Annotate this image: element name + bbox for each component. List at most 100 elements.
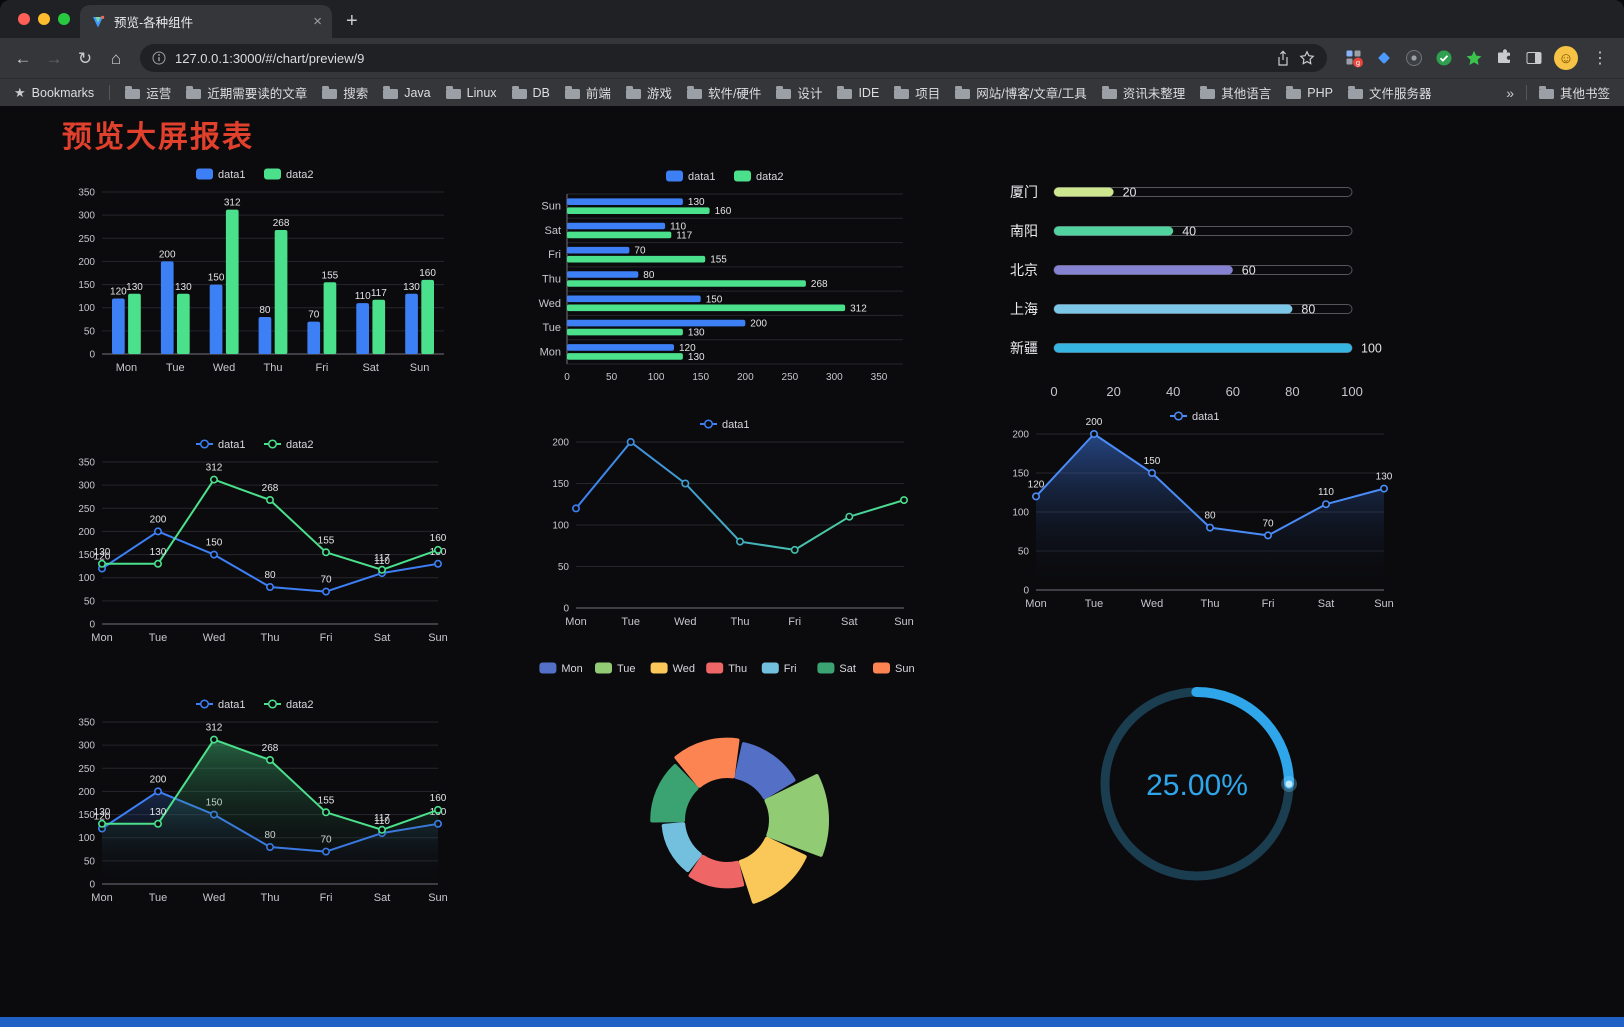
tab-close-icon[interactable]: × bbox=[313, 13, 322, 30]
bookmark-folder-item[interactable]: 近期需要读的文章 bbox=[186, 83, 307, 102]
svg-text:50: 50 bbox=[606, 372, 618, 383]
svg-text:350: 350 bbox=[871, 372, 888, 383]
bookmark-folder-item[interactable]: IDE bbox=[837, 85, 879, 100]
svg-text:Wed: Wed bbox=[539, 298, 561, 310]
bookmark-folder-item[interactable]: 前端 bbox=[564, 83, 611, 102]
bookmark-folder-item[interactable]: 软件/硬件 bbox=[686, 83, 762, 102]
svg-text:0: 0 bbox=[89, 620, 95, 631]
svg-text:0: 0 bbox=[563, 604, 569, 615]
bookmarks-root-item[interactable]: ★ Bookmarks bbox=[14, 85, 94, 101]
svg-text:70: 70 bbox=[308, 310, 320, 321]
svg-text:100: 100 bbox=[1341, 384, 1363, 399]
bookmark-folder-item[interactable]: Java bbox=[383, 85, 431, 100]
chart-progress-bars[interactable]: 厦门 20 南阳 40 北京 60 上海 80 新疆 100 0 20 40 60 80 100 bbox=[962, 160, 1432, 404]
back-icon[interactable]: ← bbox=[14, 48, 32, 68]
bookmark-folder-item[interactable]: PHP bbox=[1286, 85, 1333, 100]
window-zoom-button[interactable] bbox=[58, 13, 70, 25]
svg-text:50: 50 bbox=[84, 596, 96, 607]
extension-green-circle-icon[interactable] bbox=[1434, 48, 1454, 68]
bookmark-folder-label: Linux bbox=[466, 85, 497, 100]
chart-area-line[interactable]: data1 0 50 100 150 200 Mon Tue Wed Thu Fri Sat Sun 12… bbox=[962, 404, 1432, 656]
svg-text:160: 160 bbox=[430, 533, 447, 544]
bookmark-folder-item[interactable]: 游戏 bbox=[625, 83, 672, 102]
folder-icon bbox=[686, 85, 702, 99]
svg-text:0: 0 bbox=[1050, 384, 1057, 399]
chart-rose-pie[interactable]: Mon Tue Wed Thu Fri Sat Sun bbox=[492, 656, 962, 956]
bookmark-folder-item[interactable]: 网站/博客/文章/工具 bbox=[955, 83, 1087, 102]
bookmark-folder-item[interactable]: 项目 bbox=[894, 83, 940, 102]
other-bookmarks-item[interactable]: 其他书签 bbox=[1538, 83, 1610, 102]
svg-text:117: 117 bbox=[374, 553, 390, 564]
svg-text:20: 20 bbox=[1123, 186, 1137, 200]
tab-strip: 预览-各种组件 × + bbox=[0, 0, 1624, 38]
window-close-button[interactable] bbox=[18, 13, 30, 25]
svg-text:40: 40 bbox=[1182, 225, 1196, 239]
svg-text:Thu: Thu bbox=[542, 274, 561, 286]
chart-gauge[interactable]: 25.00% bbox=[962, 656, 1432, 956]
bookmark-folder-item[interactable]: 文件服务器 bbox=[1347, 83, 1431, 102]
extension-dark-circle-icon[interactable] bbox=[1404, 48, 1424, 68]
extension-diamond-icon[interactable] bbox=[1374, 48, 1394, 68]
chart-horizontal-bar[interactable]: data1 data2 0 50 100 150 200 250 300 350 Mon 120 130… bbox=[492, 160, 962, 404]
svg-text:150: 150 bbox=[78, 280, 95, 291]
bookmark-folder-item[interactable]: 设计 bbox=[776, 83, 822, 102]
svg-text:厦门: 厦门 bbox=[1010, 184, 1038, 200]
svg-text:120: 120 bbox=[679, 343, 696, 354]
bookmark-folder-label: 软件/硬件 bbox=[707, 87, 762, 101]
bookmark-folder-item[interactable]: Linux bbox=[445, 85, 497, 100]
window-minimize-button[interactable] bbox=[38, 13, 50, 25]
area-line-svg: data1 0 50 100 150 200 Mon Tue Wed Thu Fri Sat Sun 12… bbox=[1012, 411, 1393, 610]
bookmarks-separator-2 bbox=[1525, 85, 1527, 100]
profile-avatar[interactable]: ☺ bbox=[1554, 46, 1578, 70]
svg-text:268: 268 bbox=[273, 218, 290, 229]
svg-text:Tue: Tue bbox=[621, 616, 640, 628]
bookmarks-overflow-icon[interactable]: » bbox=[1506, 84, 1514, 101]
svg-text:155: 155 bbox=[318, 535, 335, 546]
browser-menu-icon[interactable]: ⋮ bbox=[1592, 50, 1608, 67]
chart-dual-line[interactable]: data1 data2 0 50 100 150 200 250 300 350 Mon Tue Wed… bbox=[22, 404, 492, 656]
bookmark-folder-label: 网站/博客/文章/工具 bbox=[976, 87, 1087, 101]
svg-text:Fri: Fri bbox=[320, 892, 333, 904]
side-panel-icon[interactable] bbox=[1524, 48, 1544, 68]
forward-icon[interactable]: → bbox=[45, 48, 63, 68]
address-bar[interactable]: 127.0.0.1:3000/#/chart/preview/9 bbox=[140, 44, 1327, 72]
svg-text:150: 150 bbox=[1144, 456, 1161, 467]
new-tab-button[interactable]: + bbox=[346, 10, 358, 32]
svg-text:0: 0 bbox=[89, 350, 95, 361]
svg-text:130: 130 bbox=[150, 807, 167, 818]
bookmark-folder-item[interactable]: 运营 bbox=[125, 83, 171, 102]
bookmark-folder-item[interactable]: DB bbox=[511, 85, 550, 100]
bookmark-star-icon[interactable] bbox=[1299, 50, 1315, 66]
svg-text:Wed: Wed bbox=[1141, 598, 1163, 610]
home-icon[interactable]: ⌂ bbox=[110, 48, 122, 68]
extension-grid-icon[interactable]: g bbox=[1344, 48, 1364, 68]
extensions-puzzle-icon[interactable] bbox=[1494, 48, 1514, 68]
share-icon[interactable] bbox=[1276, 50, 1290, 67]
extension-star-icon[interactable] bbox=[1464, 48, 1484, 68]
site-info-icon[interactable] bbox=[152, 51, 166, 65]
svg-text:70: 70 bbox=[1262, 518, 1274, 529]
browser-tab[interactable]: 预览-各种组件 × bbox=[80, 5, 332, 38]
chart-gradient-line[interactable]: data1 0 50 100 150 200 Mon Tue Wed Thu Fri Sat Sun bbox=[492, 404, 962, 656]
reload-icon[interactable]: ↻ bbox=[77, 48, 93, 68]
svg-text:150: 150 bbox=[206, 538, 223, 549]
bookmark-folder-item[interactable]: 资讯未整理 bbox=[1101, 83, 1185, 102]
chart-dual-area-line[interactable]: data1 data2 0 50 100 150 200 250 300 350 Mon Tue Wed… bbox=[22, 656, 492, 956]
svg-text:300: 300 bbox=[78, 741, 95, 752]
folder-icon bbox=[955, 85, 971, 99]
svg-text:Sun: Sun bbox=[541, 201, 561, 213]
svg-text:Sun: Sun bbox=[895, 663, 915, 675]
bookmark-folder-label: 前端 bbox=[585, 87, 611, 101]
svg-text:200: 200 bbox=[78, 527, 95, 538]
svg-text:80: 80 bbox=[1204, 511, 1216, 522]
svg-text:Fri: Fri bbox=[788, 616, 801, 628]
svg-text:0: 0 bbox=[89, 880, 95, 891]
svg-text:100: 100 bbox=[78, 833, 95, 844]
bookmark-folder-item[interactable]: 其他语言 bbox=[1200, 83, 1271, 102]
chart-grouped-bar[interactable]: data1 data2 0 50 100 150 200 250 300 350 Mon 120 130… bbox=[22, 160, 492, 404]
svg-text:300: 300 bbox=[78, 481, 95, 492]
svg-text:Sat: Sat bbox=[1318, 598, 1335, 610]
gauge-svg: 25.00% bbox=[1100, 687, 1297, 881]
svg-text:150: 150 bbox=[78, 550, 95, 561]
bookmark-folder-item[interactable]: 搜索 bbox=[322, 83, 368, 102]
